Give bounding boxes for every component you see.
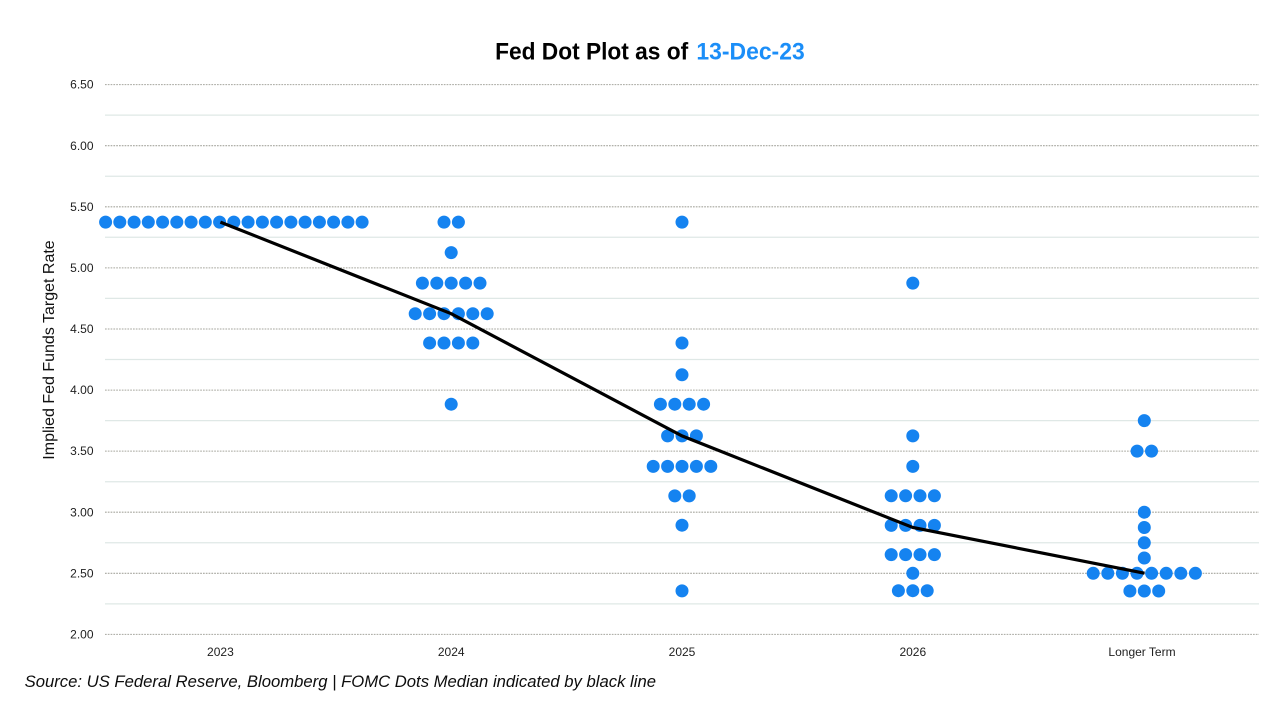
- svg-text:5.50: 5.50: [70, 200, 94, 214]
- svg-text:3.50: 3.50: [70, 444, 94, 458]
- svg-text:4.50: 4.50: [70, 322, 94, 336]
- svg-text:2023: 2023: [207, 645, 234, 659]
- svg-text:3.00: 3.00: [70, 505, 94, 519]
- svg-text:Fed Dot Plot as of: Fed Dot Plot as of: [495, 38, 689, 65]
- svg-text:2024: 2024: [438, 645, 465, 659]
- svg-text:5.00: 5.00: [70, 261, 94, 275]
- svg-text:Implied Fed Funds Target Rate: Implied Fed Funds Target Rate: [41, 240, 58, 459]
- svg-text:4.00: 4.00: [70, 383, 94, 397]
- svg-text:6.00: 6.00: [70, 139, 94, 153]
- svg-text:2026: 2026: [899, 645, 926, 659]
- svg-text:13-Dec-23: 13-Dec-23: [696, 38, 804, 65]
- svg-text:Longer Term: Longer Term: [1108, 645, 1175, 659]
- svg-text:2.00: 2.00: [70, 628, 94, 642]
- svg-text:6.50: 6.50: [70, 78, 94, 92]
- svg-text:2025: 2025: [669, 645, 696, 659]
- svg-text:2.50: 2.50: [70, 566, 94, 580]
- svg-text:Source: US Federal Reserve, Bl: Source: US Federal Reserve, Bloomberg | …: [25, 672, 656, 691]
